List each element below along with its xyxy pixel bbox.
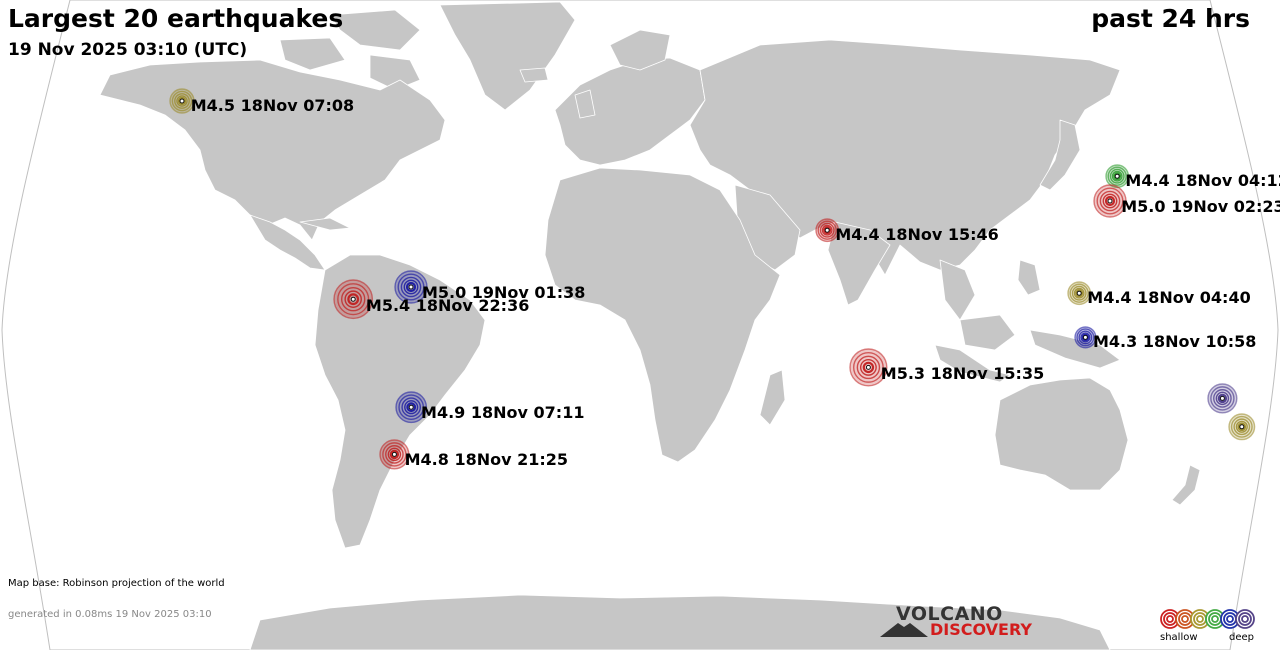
quake-rings-icon: [169, 88, 195, 114]
map-base-note: Map base: Robinson projection of the wor…: [8, 578, 225, 589]
earthquake-label: M4.5 18Nov 07:08: [190, 96, 355, 115]
africa: [544, 167, 781, 463]
japan: [1039, 119, 1081, 191]
earthquake-label: M4.4 18Nov 04:40: [1087, 288, 1251, 308]
earthquake-label: M4.3 18Nov 10:58: [1092, 331, 1257, 351]
quake-rings-icon: [1093, 184, 1128, 218]
time-period: past 24 hrs: [1091, 4, 1250, 33]
earthquake-label: M5.0 19Nov 02:23: [1121, 196, 1280, 216]
depth-legend: shallow deep: [1160, 606, 1270, 646]
cuba: [299, 217, 351, 231]
mountain-icon: [880, 623, 928, 637]
earthquake-label: M4.4 18Nov 04:12: [1125, 171, 1280, 191]
volcano-discovery-logo[interactable]: VOLCANO DISCOVERY: [880, 603, 1040, 639]
greenland: [439, 1, 576, 111]
quake-rings-icon: [1105, 164, 1130, 189]
map-title: Largest 20 earthquakes: [8, 4, 344, 33]
earthquake-label: M4.8 18Nov 21:25: [404, 450, 569, 470]
quake-rings-icon: [379, 439, 410, 470]
australia: [994, 377, 1129, 491]
legend-ring: [1175, 609, 1195, 629]
legend-ring: [1235, 609, 1255, 629]
timestamp: 19 Nov 2025 03:10 (UTC): [8, 40, 248, 60]
new-zealand: [1171, 464, 1201, 506]
quake-rings-icon: [1228, 413, 1256, 441]
quake-rings-icon: [333, 278, 374, 319]
madagascar: [759, 369, 786, 426]
earthquake-label: M4.9 18Nov 07:11: [421, 403, 585, 423]
depth-legend-icon: [1160, 609, 1255, 629]
quake-rings-icon: [1067, 281, 1092, 306]
earthquake-label: M5.4 18Nov 22:36: [365, 295, 530, 315]
legend-deep-label: deep: [1229, 632, 1254, 643]
generated-note: generated in 0.08ms 19 Nov 2025 03:10: [8, 609, 212, 620]
logo-text-volcano: VOLCANO: [896, 603, 1003, 625]
quake-rings-icon: [394, 391, 427, 424]
earthquake-label: M4.4 18Nov 15:46: [835, 225, 999, 245]
arctic-islands: [329, 9, 421, 51]
logo-text-discovery: DISCOVERY: [930, 620, 1033, 639]
quake-rings-icon: [815, 218, 840, 243]
earthquake-label: M5.3 18Nov 15:35: [880, 363, 1045, 383]
quake-rings-icon: [394, 269, 428, 304]
legend-shallow-label: shallow: [1160, 632, 1198, 643]
quake-rings-icon: [1206, 383, 1238, 414]
quake-rings-icon: [849, 347, 888, 387]
earthquake-label: M5.0 19Nov 01:38: [421, 282, 586, 302]
quake-rings-icon: [1074, 326, 1097, 349]
india: [827, 221, 891, 306]
